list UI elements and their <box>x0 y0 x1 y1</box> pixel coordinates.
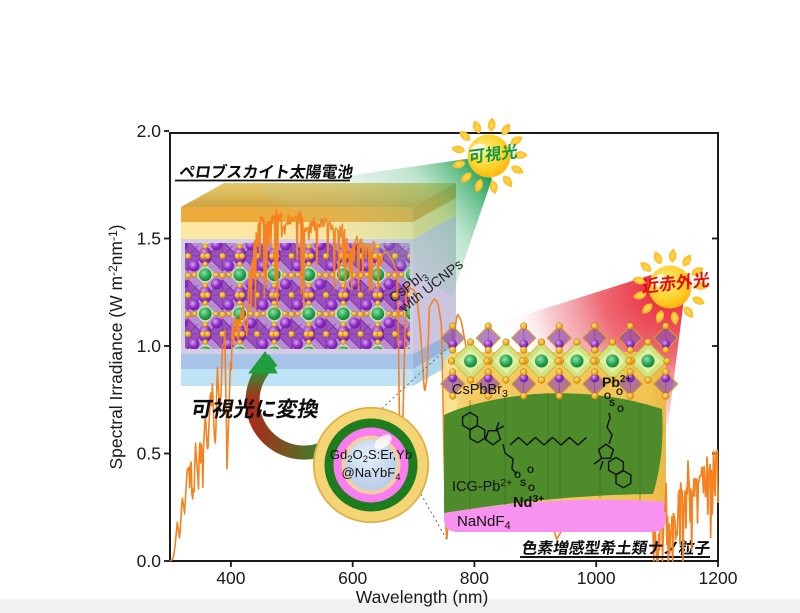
svg-text:1200: 1200 <box>699 568 738 588</box>
svg-text:S: S <box>520 478 526 488</box>
svg-text:600: 600 <box>338 568 367 588</box>
svg-text:CsPbBr3: CsPbBr3 <box>452 382 508 400</box>
svg-text:1.5: 1.5 <box>137 229 161 249</box>
svg-text:NaNdF4: NaNdF4 <box>457 513 511 532</box>
svg-text:400: 400 <box>216 568 245 588</box>
svg-text:1.0: 1.0 <box>137 336 162 356</box>
svg-text:Gd2O2S:Er,Yb: Gd2O2S:Er,Yb <box>330 447 412 465</box>
svg-text:0.0: 0.0 <box>137 551 162 571</box>
svg-text:@NaYbF4: @NaYbF4 <box>342 465 401 483</box>
svg-text:O: O <box>528 483 535 493</box>
svg-text:2.0: 2.0 <box>137 121 162 141</box>
svg-text:0.5: 0.5 <box>137 444 161 464</box>
svg-text:O: O <box>617 404 624 414</box>
svg-text:O: O <box>604 391 611 401</box>
svg-text:S: S <box>609 398 615 408</box>
svg-text:Wavelength (nm): Wavelength (nm) <box>356 587 489 607</box>
svg-text:1000: 1000 <box>577 568 616 588</box>
svg-text:O: O <box>514 470 521 480</box>
svg-text:Spectral Irradiance (W m-2nm-1: Spectral Irradiance (W m-2nm-1) <box>106 224 126 469</box>
svg-text:O: O <box>616 387 623 397</box>
svg-text:ICG-Pb2+: ICG-Pb2+ <box>452 477 512 495</box>
svg-text:O: O <box>527 465 534 475</box>
svg-text:800: 800 <box>460 568 489 588</box>
